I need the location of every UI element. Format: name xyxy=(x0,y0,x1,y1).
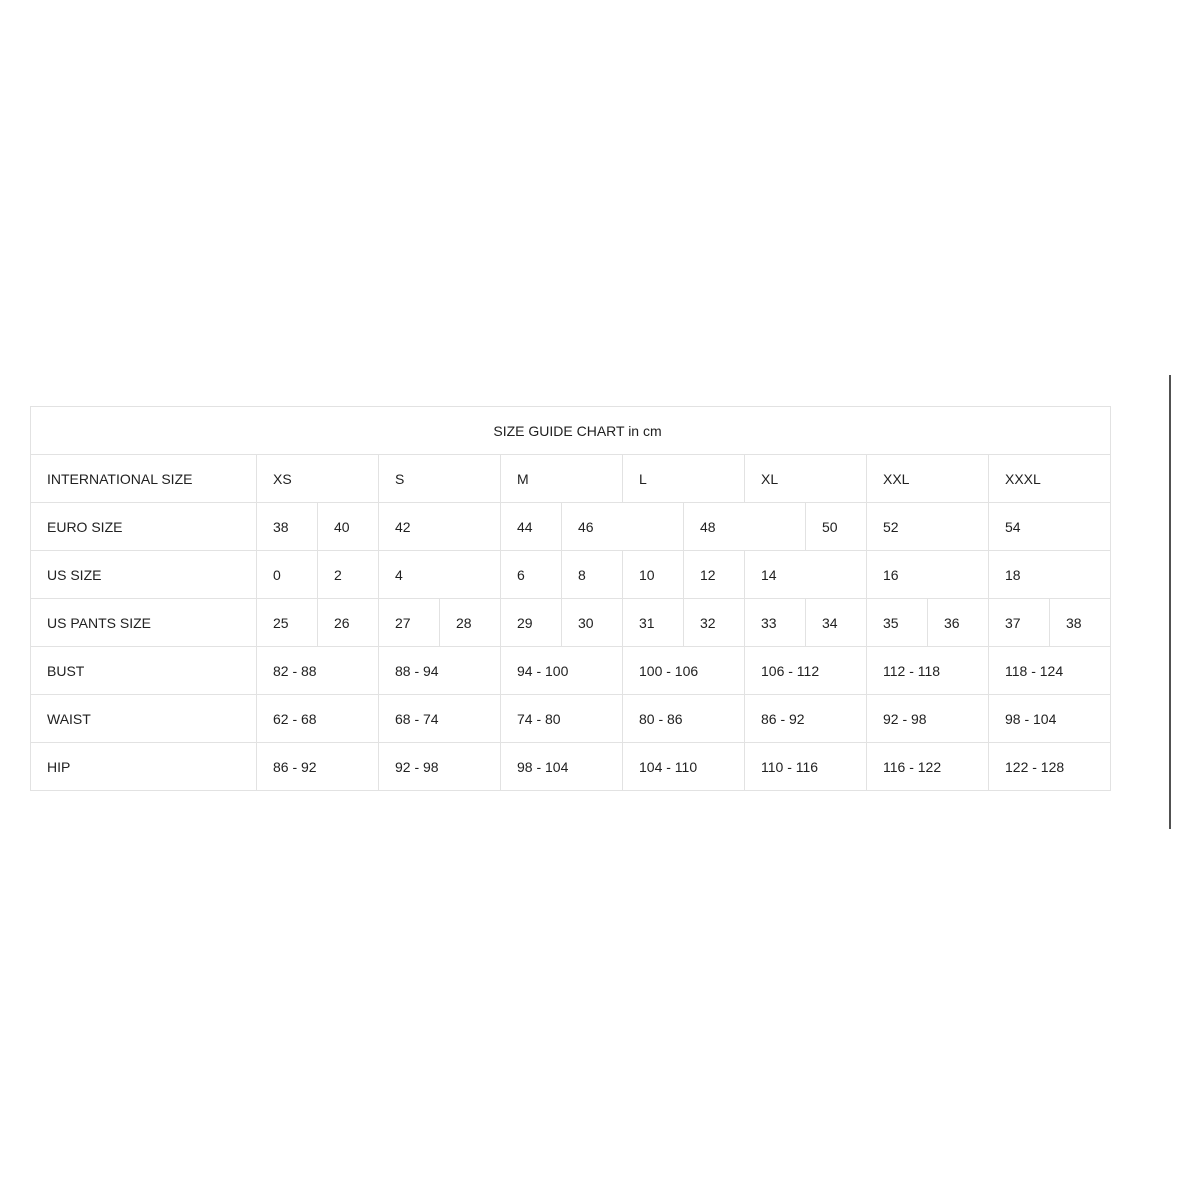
size-value-cell: 6 xyxy=(500,550,562,599)
size-value-cell: 44 xyxy=(500,502,562,551)
size-value-cell: 10 xyxy=(622,550,684,599)
table-row: INTERNATIONAL SIZE XS S M L XL XXL XXXL xyxy=(30,454,1112,503)
size-value-cell: M xyxy=(500,454,623,503)
size-value-cell: 54 xyxy=(987,502,1112,551)
size-value-cell: 46 xyxy=(561,502,684,551)
size-value-cell: 40 xyxy=(317,502,379,551)
size-table-body: SIZE GUIDE CHART in cm INTERNATIONAL SIZ… xyxy=(29,406,1112,791)
row-label: INTERNATIONAL SIZE xyxy=(30,454,257,503)
size-value-cell: 122 - 128 xyxy=(987,742,1112,791)
table-row: BUST 82 - 88 88 - 94 94 - 100 100 - 106 106 -… xyxy=(30,646,1112,695)
size-value-cell: 25 xyxy=(256,598,318,647)
size-guide-section: SIZE GUIDE CHART in cm INTERNATIONAL SIZ… xyxy=(29,406,1112,791)
size-value-cell: 100 - 106 xyxy=(622,646,745,695)
size-value-cell: 18 xyxy=(987,550,1112,599)
size-value-cell: 68 - 74 xyxy=(378,694,501,743)
size-value-cell: XS xyxy=(256,454,379,503)
size-value-cell: 48 xyxy=(683,502,806,551)
size-value-cell: 116 - 122 xyxy=(866,742,989,791)
title-row: SIZE GUIDE CHART in cm xyxy=(29,406,1112,455)
size-value-cell: 82 - 88 xyxy=(256,646,379,695)
size-value-cell: 36 xyxy=(927,598,989,647)
table-title: SIZE GUIDE CHART in cm xyxy=(29,406,1112,455)
table-row: EURO SIZE 38 40 42 44 46 48 50 52 54 xyxy=(30,502,1112,551)
size-value-cell: 118 - 124 xyxy=(987,646,1112,695)
size-value-cell: 28 xyxy=(439,598,501,647)
row-label: US SIZE xyxy=(30,550,257,599)
size-value-cell: 98 - 104 xyxy=(987,694,1112,743)
table-row: HIP 86 - 92 92 - 98 98 - 104 104 - 110 110 - … xyxy=(30,742,1112,791)
size-value-cell: XL xyxy=(744,454,867,503)
size-value-cell: XXXL xyxy=(987,454,1112,503)
size-value-cell: 33 xyxy=(744,598,806,647)
size-value-cell: 35 xyxy=(866,598,928,647)
size-value-cell: 38 xyxy=(1048,598,1112,647)
size-value-cell: 50 xyxy=(805,502,867,551)
size-value-cell: 92 - 98 xyxy=(866,694,989,743)
size-value-cell: 62 - 68 xyxy=(256,694,379,743)
row-label: WAIST xyxy=(30,694,257,743)
table-row: WAIST 62 - 68 68 - 74 74 - 80 80 - 86 86 - 92… xyxy=(30,694,1112,743)
size-value-cell: XXL xyxy=(866,454,989,503)
size-value-cell: 42 xyxy=(378,502,501,551)
size-guide-table: SIZE GUIDE CHART in cm INTERNATIONAL SIZ… xyxy=(29,406,1112,791)
size-value-cell: 38 xyxy=(256,502,318,551)
size-value-cell: 0 xyxy=(256,550,318,599)
size-value-cell: L xyxy=(622,454,745,503)
size-value-cell: S xyxy=(378,454,501,503)
vertical-scrollbar-thumb[interactable] xyxy=(1169,375,1171,829)
size-value-cell: 32 xyxy=(683,598,745,647)
size-value-cell: 12 xyxy=(683,550,745,599)
size-value-cell: 74 - 80 xyxy=(500,694,623,743)
size-value-cell: 86 - 92 xyxy=(256,742,379,791)
row-label: BUST xyxy=(30,646,257,695)
row-label: HIP xyxy=(30,742,257,791)
size-value-cell: 110 - 116 xyxy=(744,742,867,791)
size-value-cell: 30 xyxy=(561,598,623,647)
size-value-cell: 88 - 94 xyxy=(378,646,501,695)
size-value-cell: 112 - 118 xyxy=(866,646,989,695)
size-value-cell: 80 - 86 xyxy=(622,694,745,743)
size-value-cell: 31 xyxy=(622,598,684,647)
size-value-cell: 37 xyxy=(988,598,1050,647)
size-value-cell: 94 - 100 xyxy=(500,646,623,695)
table-row: US PANTS SIZE 25 26 27 28 29 30 31 32 33 34 35 36 37 3… xyxy=(30,598,1112,647)
size-value-cell: 34 xyxy=(805,598,867,647)
row-label: EURO SIZE xyxy=(30,502,257,551)
size-value-cell: 16 xyxy=(866,550,989,599)
size-value-cell: 92 - 98 xyxy=(378,742,501,791)
size-value-cell: 27 xyxy=(378,598,440,647)
size-value-cell: 98 - 104 xyxy=(500,742,623,791)
size-value-cell: 52 xyxy=(866,502,989,551)
size-value-cell: 106 - 112 xyxy=(744,646,867,695)
size-value-cell: 8 xyxy=(561,550,623,599)
table-row: US SIZE 0 2 4 6 8 10 12 14 16 18 xyxy=(30,550,1112,599)
size-value-cell: 2 xyxy=(317,550,379,599)
size-value-cell: 104 - 110 xyxy=(622,742,745,791)
size-value-cell: 86 - 92 xyxy=(744,694,867,743)
row-label: US PANTS SIZE xyxy=(30,598,257,647)
size-value-cell: 14 xyxy=(744,550,867,599)
size-value-cell: 26 xyxy=(317,598,379,647)
size-value-cell: 29 xyxy=(500,598,562,647)
size-value-cell: 4 xyxy=(378,550,501,599)
